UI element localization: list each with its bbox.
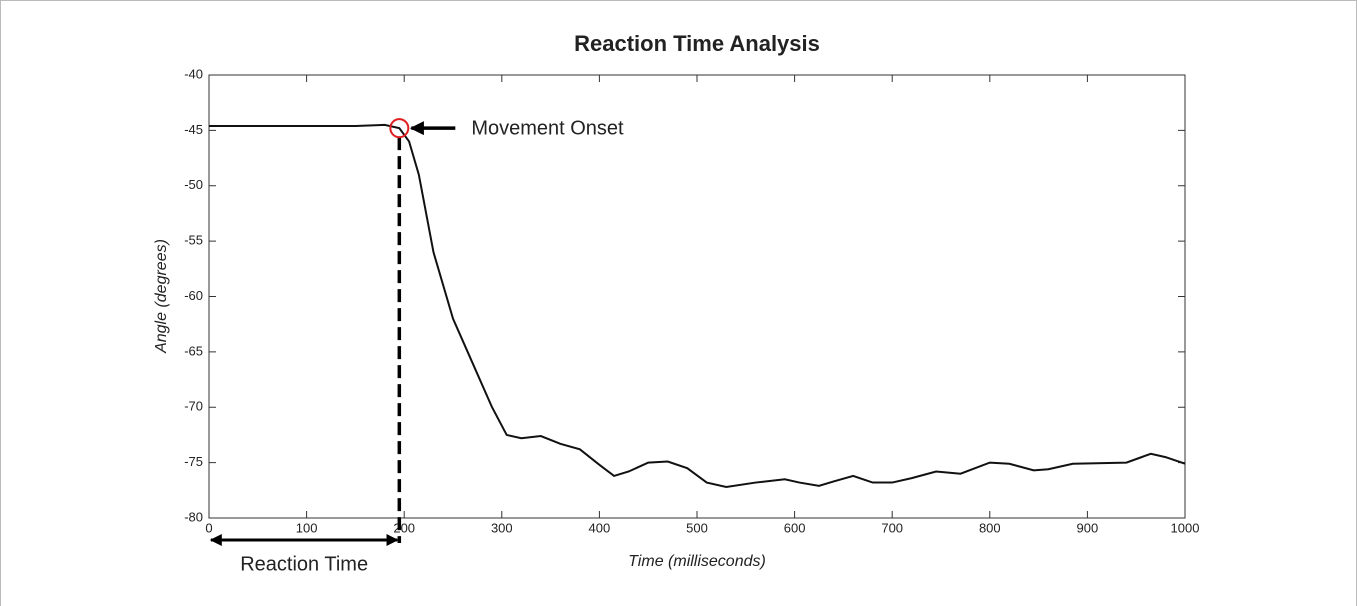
x-axis-label: Time (milliseconds) xyxy=(628,553,766,570)
plot-frame xyxy=(208,74,1186,519)
x-tick-label: 300 xyxy=(491,520,513,535)
onset-marker xyxy=(389,118,410,139)
y-axis-label: Angle (degrees) xyxy=(153,239,170,354)
y-tick-label: -40 xyxy=(184,66,203,81)
y-tick-label: -55 xyxy=(184,233,203,248)
x-tick-label: 400 xyxy=(589,520,611,535)
x-tick-label: 100 xyxy=(296,520,318,535)
x-tick-label: 500 xyxy=(686,520,708,535)
data-line xyxy=(209,123,1186,489)
reaction-time-label: Reaction Time xyxy=(240,553,368,575)
x-tick-label: 600 xyxy=(784,520,806,535)
x-tick-label: 900 xyxy=(1077,520,1099,535)
x-tick-label: 200 xyxy=(393,520,415,535)
y-tick-label: -80 xyxy=(184,509,203,524)
chart-title: Reaction Time Analysis xyxy=(574,31,820,56)
onset-label: Movement Onset xyxy=(471,117,624,139)
x-tick-label: 700 xyxy=(881,520,903,535)
y-tick-label: -65 xyxy=(184,343,203,358)
x-tick-label: 1000 xyxy=(1171,520,1200,535)
y-tick-label: -70 xyxy=(184,399,203,414)
y-tick-label: -50 xyxy=(184,177,203,192)
y-tick-label: -45 xyxy=(184,122,203,137)
y-tick-label: -75 xyxy=(184,454,203,469)
x-tick-label: 0 xyxy=(205,520,212,535)
x-tick-label: 800 xyxy=(979,520,1001,535)
y-tick-label: -60 xyxy=(184,288,203,303)
